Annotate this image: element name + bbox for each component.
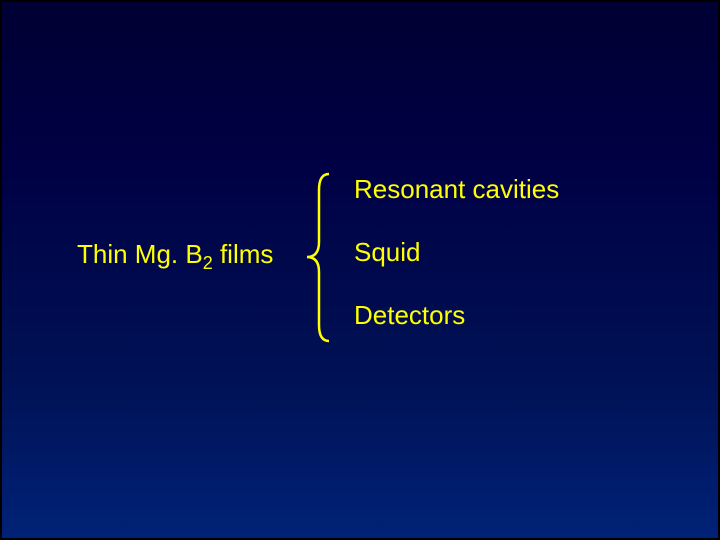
left-label-suffix: films bbox=[213, 239, 274, 269]
list-item: Resonant cavities bbox=[354, 174, 559, 205]
left-label-subscript: 2 bbox=[203, 253, 213, 273]
left-label-prefix: Thin Mg. B bbox=[77, 239, 203, 269]
left-label: Thin Mg. B2 films bbox=[77, 239, 273, 274]
brace-icon bbox=[297, 170, 337, 345]
list-item: Detectors bbox=[354, 300, 559, 331]
list-item: Squid bbox=[354, 237, 559, 268]
right-list: Resonant cavities Squid Detectors bbox=[354, 174, 559, 331]
